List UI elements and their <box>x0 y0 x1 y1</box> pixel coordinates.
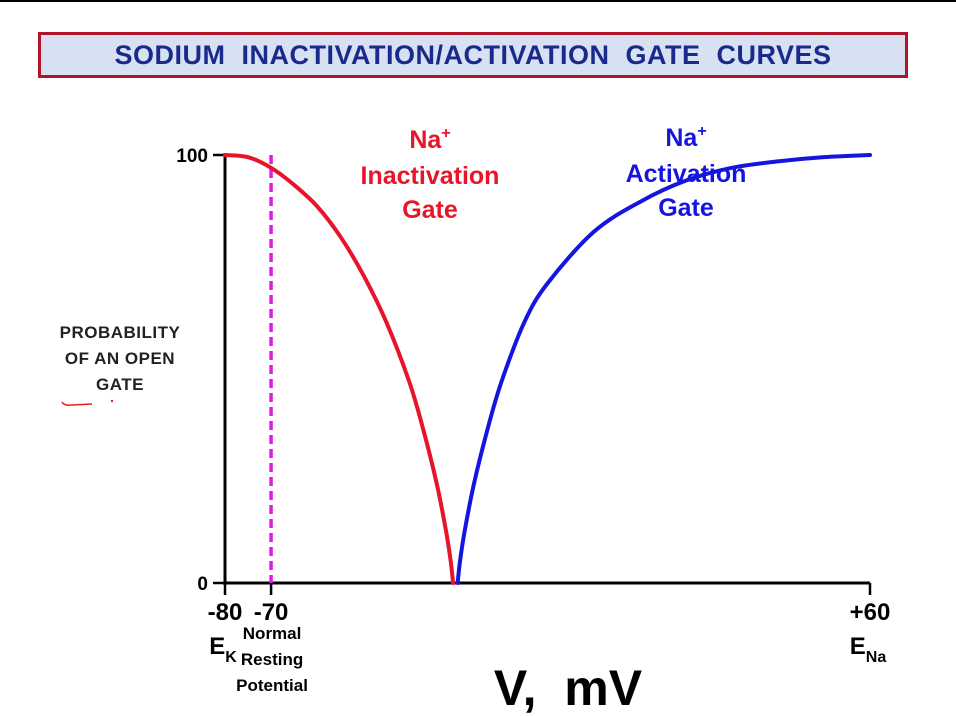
x-tick-potential-label: ENa <box>850 633 887 666</box>
y-tick-label: 100 <box>176 146 208 167</box>
title-banner: SODIUM INACTIVATION/ACTIVATION GATE CURV… <box>38 32 908 78</box>
y-axis-label-line-2: OF AN OPEN <box>64 349 176 368</box>
activation-gate-curve <box>455 153 872 585</box>
inactivation-gate-curve <box>223 153 456 585</box>
y-tick-label: 0 <box>197 574 208 595</box>
x-axis-label: V, mV <box>494 660 643 716</box>
inactivation-gate-label-line: Inactivation <box>361 162 500 190</box>
y-axis-label: PROBABILITY OF AN OPEN GATE <box>40 320 200 398</box>
activation-gate-label-title: Na+ <box>665 123 706 152</box>
x-tick-potential-label: EK <box>209 633 237 666</box>
x-tick-label: -70 <box>254 599 289 626</box>
inactivation-gate-label-title: Na+ <box>409 125 450 154</box>
y-axis-label-line-1: PROBABILITY <box>59 323 181 342</box>
y-axis-label-line-3: GATE <box>96 375 144 394</box>
x-tick-label: -80 <box>208 599 243 626</box>
chart-title: SODIUM INACTIVATION/ACTIVATION GATE CURV… <box>114 39 832 70</box>
inactivation-gate-label-line: Gate <box>402 196 458 224</box>
resting-potential-note-line: Resting <box>241 650 303 669</box>
resting-potential-note-line: Normal <box>243 624 302 643</box>
x-tick-label: +60 <box>850 599 891 626</box>
activation-gate-label-line: Gate <box>658 194 714 222</box>
top-rule <box>0 0 956 2</box>
resting-potential-note-line: Potential <box>236 676 308 695</box>
handwritten-underline-mark <box>61 399 114 406</box>
activation-gate-label-line: Activation <box>626 160 747 188</box>
